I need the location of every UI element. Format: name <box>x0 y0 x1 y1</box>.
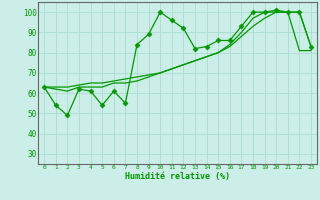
X-axis label: Humidité relative (%): Humidité relative (%) <box>125 172 230 181</box>
